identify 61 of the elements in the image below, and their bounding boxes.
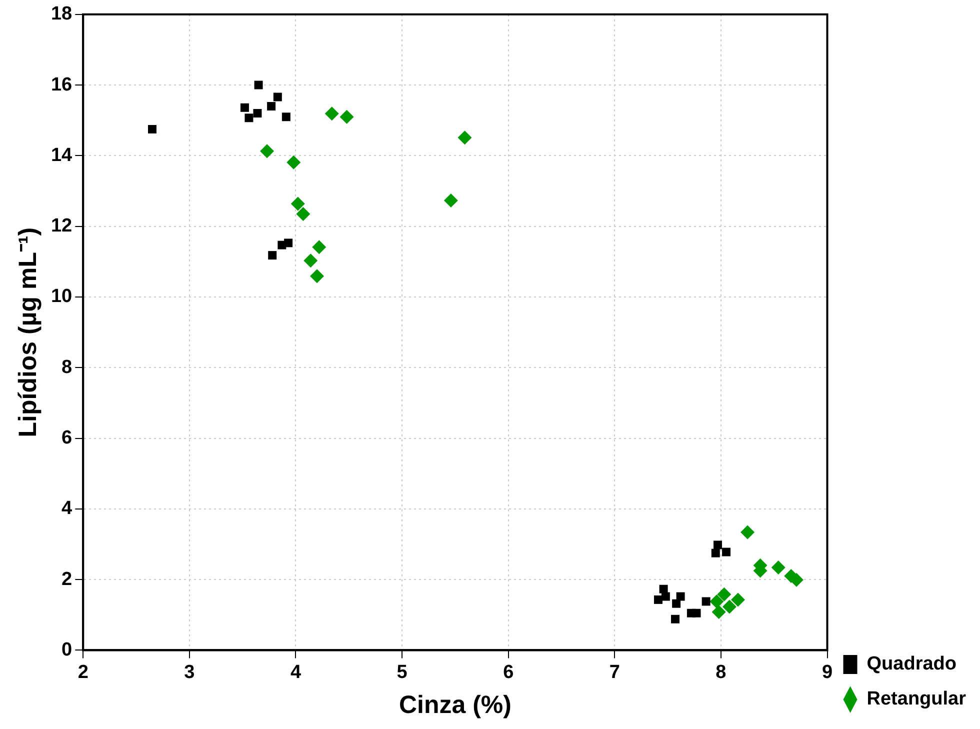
- x-tick-label: 5: [396, 662, 408, 683]
- point: [771, 560, 786, 575]
- point: [654, 595, 662, 604]
- point: [286, 155, 301, 170]
- y-tick-label: 4: [62, 498, 73, 520]
- legend-label: Retangular: [866, 688, 967, 710]
- legend-label: Quadrado: [866, 654, 956, 675]
- point: [267, 102, 276, 110]
- point: [290, 196, 305, 211]
- point: [710, 594, 724, 608]
- y-axis-title: Lipídios (µg mL⁻¹): [14, 227, 42, 438]
- point: [722, 600, 736, 614]
- point: [712, 605, 726, 620]
- point: [458, 130, 472, 145]
- point: [244, 114, 254, 122]
- y-tick-label: 12: [50, 216, 72, 237]
- point: [273, 92, 282, 102]
- x-tick-label: 6: [503, 662, 514, 683]
- point: [260, 144, 274, 158]
- point: [444, 194, 458, 208]
- point: [148, 124, 156, 134]
- point: [671, 614, 680, 624]
- y-tick-label: 14: [50, 144, 73, 166]
- point: [296, 206, 310, 221]
- point: [282, 112, 290, 122]
- point: [740, 525, 755, 540]
- point: [340, 110, 354, 124]
- point: [324, 106, 339, 121]
- x-tick-label: 3: [184, 662, 195, 683]
- x-axis-title: Cinza (%): [398, 690, 512, 719]
- point: [722, 548, 731, 556]
- point: [254, 80, 263, 90]
- y-tick-label: 10: [50, 286, 72, 308]
- point: [711, 548, 720, 558]
- point: [717, 587, 732, 602]
- y-tick-label: 6: [62, 428, 72, 448]
- point: [659, 584, 668, 594]
- y-tick-label: 8: [62, 356, 72, 378]
- point: [661, 592, 670, 601]
- point: [730, 592, 745, 607]
- x-tick-label: 2: [78, 662, 88, 683]
- x-tick-label: 9: [822, 662, 833, 683]
- x-tick-label: 7: [609, 662, 620, 683]
- point: [268, 251, 277, 260]
- point: [310, 269, 324, 284]
- point: [692, 608, 701, 618]
- point: [672, 599, 681, 608]
- y-tick-label: 18: [50, 4, 72, 25]
- point: [284, 238, 293, 248]
- point: [304, 254, 318, 268]
- y-tick-label: 2: [62, 568, 72, 590]
- point: [714, 540, 722, 550]
- x-tick-label: 4: [290, 662, 302, 683]
- point: [676, 592, 685, 601]
- y-tick-label: 0: [62, 639, 72, 660]
- point: [702, 597, 710, 606]
- x-tick-label: 8: [716, 662, 726, 683]
- point: [240, 103, 249, 112]
- point: [253, 109, 262, 118]
- point: [312, 240, 326, 254]
- y-tick-label: 16: [50, 74, 72, 96]
